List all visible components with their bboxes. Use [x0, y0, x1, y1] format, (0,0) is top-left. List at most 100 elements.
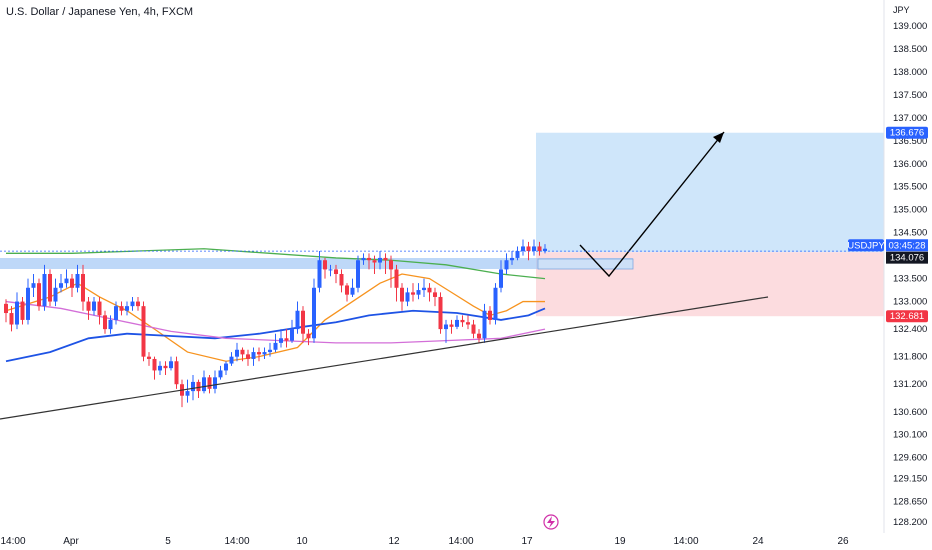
candle [103, 310, 107, 334]
resistance-band-extension[interactable] [537, 258, 634, 270]
candle [53, 278, 58, 307]
candle [86, 296, 91, 320]
y-tick-label: 138.500 [893, 44, 927, 55]
x-tick-label: 14:00 [673, 536, 698, 547]
svg-text:USDJPY: USDJPY [847, 240, 885, 251]
candle [37, 278, 41, 311]
candle [493, 283, 498, 325]
x-tick-label: 14:00 [224, 536, 249, 547]
y-tick-label: 131.200 [893, 379, 927, 390]
y-tick-label: 138.000 [893, 67, 927, 78]
candle [202, 370, 206, 394]
y-tick-label: 128.650 [893, 496, 927, 507]
candle [229, 352, 234, 366]
candle [488, 306, 492, 325]
x-tick-label: 14:00 [448, 536, 473, 547]
ascending-trendline[interactable] [0, 296, 769, 420]
projection-arrowhead [713, 132, 724, 143]
entry-price-tag: 134.076 [886, 251, 928, 264]
candle [251, 347, 256, 366]
candle [20, 296, 25, 325]
candle [97, 296, 102, 325]
candle [119, 301, 124, 316]
candle [114, 301, 118, 325]
currency-unit: JPY [893, 5, 910, 15]
candle [15, 292, 19, 330]
candle [356, 255, 360, 293]
candle [405, 287, 410, 307]
x-tick-label: 12 [388, 536, 400, 547]
candle [70, 274, 74, 297]
candle [130, 296, 135, 311]
y-tick-label: 130.100 [893, 430, 927, 441]
candle [427, 283, 432, 302]
candle [411, 283, 415, 302]
y-axis[interactable]: 139.000 138.500 138.000 137.500 137.000 136.5… [893, 21, 927, 528]
x-tick-label: 19 [614, 536, 626, 547]
candle [284, 329, 289, 348]
candle [125, 301, 129, 316]
candle [394, 264, 399, 302]
moving-average-line [6, 248, 546, 280]
candle [361, 253, 366, 265]
candle [515, 246, 520, 261]
candle [273, 333, 278, 353]
target-price-tag: 136.676 [886, 126, 928, 139]
candle [218, 365, 223, 380]
candle [537, 241, 542, 256]
resistance-band[interactable] [0, 258, 633, 269]
chart-title: U.S. Dollar / Japanese Yen, 4h, FXCM [6, 6, 194, 18]
candle [224, 361, 228, 376]
candle [334, 264, 338, 284]
candle [48, 269, 52, 307]
candle [438, 292, 443, 334]
svg-text:134.076: 134.076 [890, 253, 924, 264]
candle [75, 264, 80, 293]
candle [471, 319, 476, 339]
candle [367, 253, 371, 270]
x-axis[interactable]: 14:00 Apr 5 14:00 10 12 14:00 17 19 14:00 24 26 [0, 536, 849, 547]
candle [378, 251, 382, 270]
candle [345, 283, 349, 302]
candle [147, 352, 151, 366]
candle [169, 356, 173, 371]
lightning-icon[interactable] [543, 514, 559, 530]
svg-text:03:45:28: 03:45:28 [889, 240, 926, 251]
candle [4, 299, 8, 323]
x-tick-label: 5 [165, 536, 171, 547]
x-tick-label: Apr [63, 536, 79, 547]
candle [416, 283, 421, 300]
candle [196, 379, 201, 398]
svg-text:132.681: 132.681 [890, 311, 924, 322]
candle [372, 255, 377, 274]
candle [295, 301, 300, 334]
y-tick-label: 135.500 [893, 182, 927, 193]
candle [400, 283, 404, 311]
candle [185, 379, 190, 403]
candle [466, 315, 470, 330]
candle [499, 260, 503, 293]
candle [306, 329, 311, 346]
y-tick-label: 134.500 [893, 228, 927, 239]
profit-zone[interactable] [536, 132, 884, 253]
y-tick-label: 130.600 [893, 407, 927, 418]
candle [163, 361, 168, 376]
y-tick-label: 136.000 [893, 159, 927, 170]
candle [504, 253, 509, 274]
candle [532, 239, 536, 256]
candle [328, 264, 333, 277]
candle [9, 306, 14, 332]
candle [339, 269, 344, 293]
candle [31, 274, 36, 297]
candle [64, 269, 69, 288]
candle [433, 287, 437, 307]
candle [460, 315, 465, 327]
projected-path[interactable] [579, 131, 725, 278]
candle [268, 342, 272, 357]
x-tick-label: 17 [521, 536, 533, 547]
candle [246, 349, 250, 366]
candle [323, 257, 327, 279]
y-tick-label: 131.800 [893, 352, 927, 363]
candle [422, 278, 426, 297]
